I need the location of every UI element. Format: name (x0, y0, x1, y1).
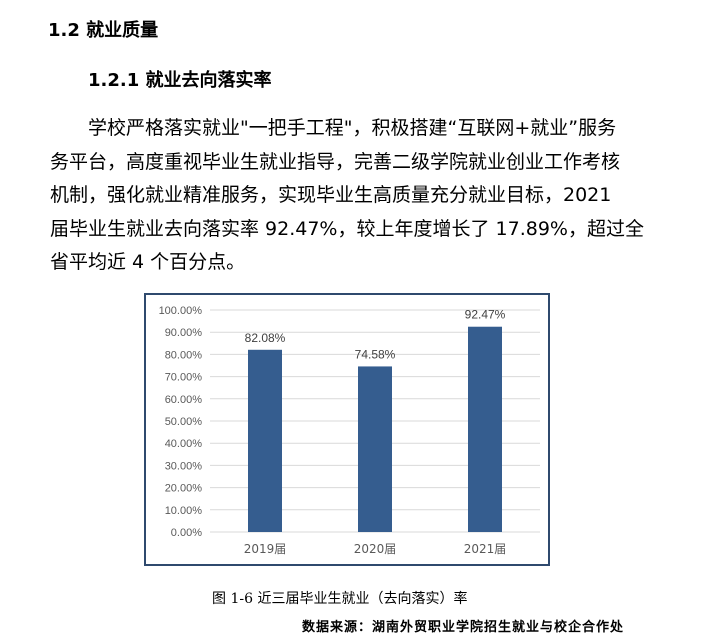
subsection-title: 1.2.1 就业去向落实率 (88, 70, 272, 91)
paragraph-line: 务平台，高度重视毕业生就业指导，完善二级学院就业创业工作考核 (50, 150, 621, 173)
paragraph-line: 机制，强化就业精准服务，实现毕业生高质量充分就业目标，2021 (50, 184, 612, 206)
y-tick-label: 90.00% (165, 327, 203, 339)
y-tick-label: 60.00% (165, 394, 203, 406)
x-tick-label: 2019届 (244, 542, 287, 556)
bar (358, 366, 392, 532)
y-tick-label: 10.00% (165, 505, 203, 517)
y-tick-label: 80.00% (165, 349, 203, 361)
paragraph-line: 届毕业生就业去向落实率 92.47%，较上年度增长了 17.89%，超过全 (50, 217, 644, 240)
y-tick-label: 40.00% (165, 438, 203, 450)
y-tick-label: 100.00% (159, 305, 203, 317)
y-tick-label: 20.00% (165, 483, 203, 495)
bar (248, 349, 282, 532)
figure-caption: 图 1-6 近三届毕业生就业（去向落实）率 (212, 591, 468, 607)
data-label: 92.47% (465, 308, 506, 322)
paragraph-line: 省平均近 4 个百分点。 (50, 251, 246, 273)
y-tick-label: 30.00% (165, 460, 203, 472)
y-tick-label: 0.00% (171, 527, 202, 539)
paragraph-line: 学校严格落实就业"一把手工程"，积极搭建“互联网+就业”服务 (50, 117, 617, 139)
data-label: 82.08% (245, 331, 286, 345)
x-tick-label: 2020届 (354, 542, 397, 556)
y-tick-label: 70.00% (165, 372, 203, 384)
bar (468, 326, 502, 532)
section-title: 1.2 就业质量 (48, 20, 159, 41)
body-paragraph: 学校严格落实就业"一把手工程"，积极搭建“互联网+就业”服务 务平台，高度重视毕… (50, 112, 690, 280)
data-source: 数据来源：湖南外贸职业学院招生就业与校企合作处 (302, 620, 625, 635)
y-tick-label: 50.00% (165, 416, 203, 428)
bar-chart-frame (144, 293, 550, 566)
x-tick-label: 2021届 (464, 542, 507, 556)
data-label: 74.58% (355, 347, 396, 361)
